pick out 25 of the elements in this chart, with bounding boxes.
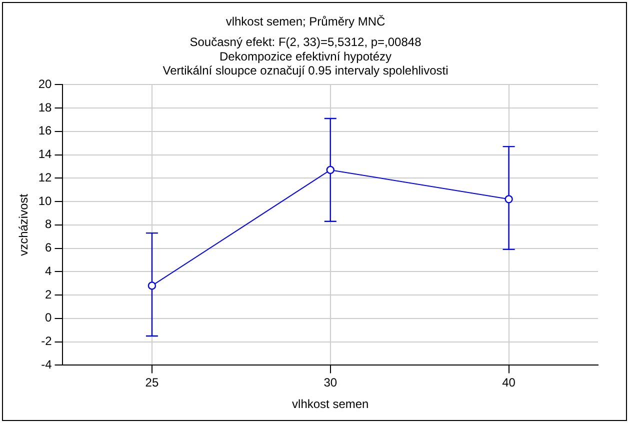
y-tick-label: 14 xyxy=(38,147,52,162)
y-tick-label: 6 xyxy=(45,240,52,255)
y-axis-title: vzcházivost xyxy=(16,193,31,256)
text: Dekompozice efektivní hypotézy xyxy=(219,49,392,64)
y-tick-label: 10 xyxy=(38,194,52,208)
y-tick-label: 20 xyxy=(38,76,52,91)
point xyxy=(326,166,334,174)
y-tick-label: -4 xyxy=(41,358,52,372)
x-axis-title: vlhkost semen xyxy=(292,397,369,412)
point xyxy=(504,195,513,204)
chart-title: vlhkost semen; Průměry MNČ xyxy=(226,14,386,29)
chart-subtitle: Současný efekt: F(2, 33)=5,5312, p=,00848 xyxy=(190,34,422,49)
x-tick-label: 40 xyxy=(502,376,516,390)
y-tick-label: 16 xyxy=(38,124,52,138)
y-tick-label: 12 xyxy=(38,170,52,184)
y-tick-label: 8 xyxy=(45,217,52,232)
text: Vertikální sloupce označují 0.95 intervaly spolehlivosti xyxy=(162,64,448,78)
y-tick-label: 0 xyxy=(45,310,52,325)
y-tick-label: 4 xyxy=(45,264,52,278)
point xyxy=(148,282,156,290)
x-tick-label: 30 xyxy=(324,376,338,390)
y-tick-label: 18 xyxy=(38,100,52,114)
x-tick-label: 25 xyxy=(145,376,159,390)
y-tick-label: 2 xyxy=(45,287,52,302)
y-tick-label: -2 xyxy=(41,334,52,348)
